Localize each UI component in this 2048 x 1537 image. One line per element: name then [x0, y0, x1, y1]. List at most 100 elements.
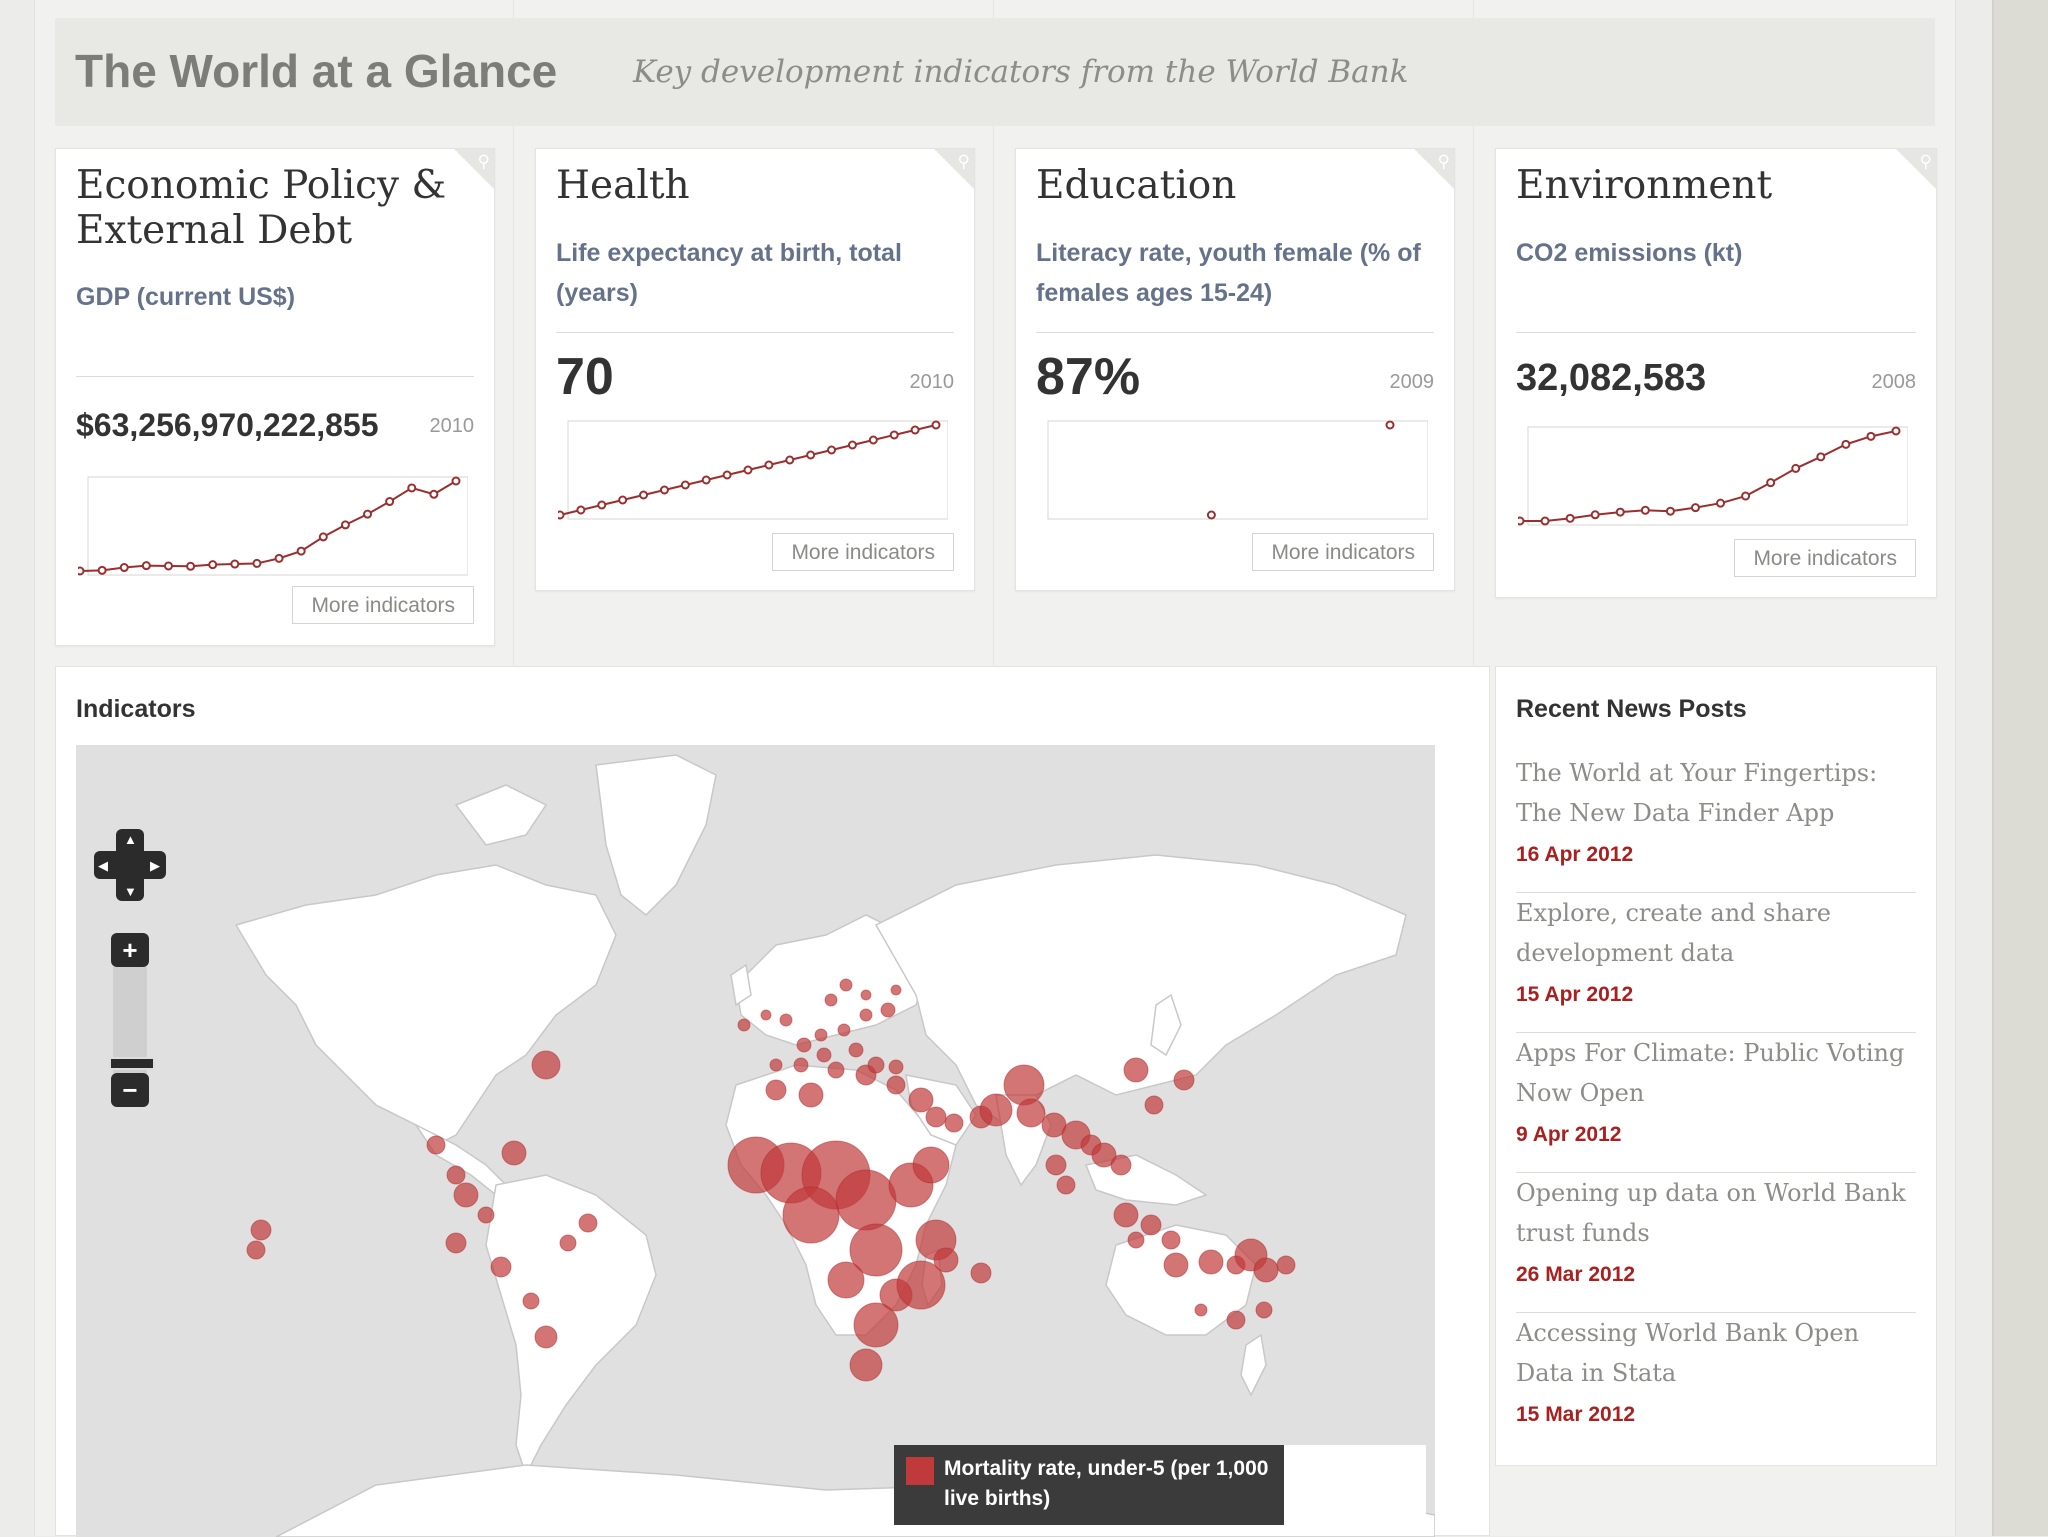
news-date: 16 Apr 2012	[1516, 843, 1634, 866]
mortality-bubble	[859, 1008, 873, 1022]
page-header: The World at a Glance Key development in…	[55, 18, 1935, 126]
news-title-link[interactable]: Accessing World Bank Open Data in Stata	[1516, 1319, 1860, 1387]
sparkline-point	[141, 561, 151, 571]
mortality-bubble	[835, 1169, 897, 1231]
page: The World at a Glance Key development in…	[34, 0, 1956, 1537]
magnifier-icon[interactable]: ⚲	[957, 152, 970, 171]
mortality-bubble	[760, 1009, 772, 1021]
mortality-bubble	[477, 1206, 495, 1224]
corner-tab[interactable]: ⚲	[934, 149, 974, 189]
sparkline-chart	[78, 476, 468, 576]
sparkline-point	[680, 480, 690, 490]
map-legend: Mortality rate, under-5 (per 1,000 live …	[894, 1445, 1284, 1525]
column-guide	[1473, 0, 1474, 665]
pan-right-icon[interactable]: ▶	[150, 858, 160, 873]
magnifier-icon[interactable]: ⚲	[1437, 152, 1450, 171]
mortality-bubble	[1123, 1057, 1149, 1083]
sparkline-point	[558, 510, 565, 520]
more-indicators-button[interactable]: More indicators	[1252, 533, 1434, 571]
mortality-bubble	[1016, 1098, 1046, 1128]
corner-tab[interactable]: ⚲	[1896, 149, 1936, 189]
news-title-link[interactable]: Opening up data on World Bank trust fund…	[1516, 1179, 1906, 1247]
more-indicators-button[interactable]: More indicators	[772, 533, 954, 571]
mortality-bubble	[837, 1023, 851, 1037]
landmass-south-america	[485, 1174, 657, 1477]
pan-horizontal-arm[interactable]	[94, 851, 166, 879]
map-canvas[interactable]	[76, 745, 1435, 1537]
mortality-bubble	[1194, 1303, 1208, 1317]
news-item[interactable]: The World at Your Fingertips: The New Da…	[1516, 753, 1916, 893]
magnifier-icon[interactable]: ⚲	[1919, 152, 1932, 171]
mortality-bubble	[501, 1140, 527, 1166]
mortality-bubble	[890, 984, 902, 996]
news-title-link[interactable]: The World at Your Fingertips: The New Da…	[1516, 759, 1878, 827]
mortality-bubble	[970, 1262, 992, 1284]
world-map[interactable]: ▲ ▼ ◀ ▶ + − Mortality rate, under-5 (per…	[76, 745, 1435, 1537]
indicator-year: 2009	[1389, 371, 1435, 393]
sparkline-point	[618, 495, 628, 505]
landmass-new-zealand	[1240, 1333, 1267, 1397]
indicator-link[interactable]: Life expectancy at birth, total (years)	[556, 239, 902, 307]
divider	[1036, 332, 1434, 333]
mortality-bubble	[769, 1058, 783, 1072]
pan-left-icon[interactable]: ◀	[98, 858, 108, 873]
indicators-panel: Indicators	[55, 666, 1490, 1537]
sparkline-point	[1665, 506, 1675, 516]
magnifier-icon[interactable]: ⚲	[477, 152, 490, 171]
sparkline-point	[743, 465, 753, 475]
sparkline-point	[806, 450, 816, 460]
mortality-bubble	[531, 1050, 561, 1080]
news-item[interactable]: Accessing World Bank Open Data in Stata …	[1516, 1313, 1916, 1453]
news-item[interactable]: Apps For Climate: Public Voting Now Open…	[1516, 1033, 1916, 1173]
mortality-bubble	[250, 1219, 272, 1241]
news-title-link[interactable]: Explore, create and share development da…	[1516, 899, 1831, 967]
divider	[1516, 332, 1916, 333]
zoom-slider-thumb[interactable]	[109, 1057, 155, 1070]
indicator-link[interactable]: CO2 emissions (kt)	[1516, 239, 1743, 267]
mortality-bubble	[1091, 1142, 1117, 1168]
sparkline-point	[1816, 452, 1826, 462]
pan-up-icon[interactable]: ▲	[124, 832, 137, 847]
land-masses	[234, 754, 1435, 1537]
sparkline-point	[785, 455, 795, 465]
sparkline-point	[722, 470, 732, 480]
zoom-in-button[interactable]: +	[111, 933, 149, 967]
indicator-value: 32,082,583	[1516, 357, 1707, 399]
landmass-uk	[730, 963, 752, 1007]
news-item[interactable]: Opening up data on World Bank trust fund…	[1516, 1173, 1916, 1313]
indicator-link[interactable]: GDP (current US$)	[76, 283, 296, 311]
sparkline-frame	[1047, 420, 1428, 520]
sparkline-point	[230, 559, 240, 569]
mortality-bubble	[839, 978, 853, 992]
landmass-europe	[735, 914, 927, 1046]
zoom-out-button[interactable]: −	[111, 1073, 149, 1107]
mortality-bubble	[1045, 1154, 1067, 1176]
sparkline-point	[186, 561, 196, 571]
mortality-bubble	[888, 1059, 904, 1075]
mortality-bubble	[246, 1240, 266, 1260]
card-title: Health	[556, 163, 690, 208]
pan-down-icon[interactable]: ▼	[124, 884, 137, 899]
mortality-bubble	[453, 1182, 479, 1208]
card-title: Economic Policy & External Debt	[76, 163, 447, 253]
mortality-bubble	[1276, 1255, 1296, 1275]
sparkline-point	[1716, 498, 1726, 508]
sparkline-point	[296, 546, 306, 556]
mortality-bubbles	[246, 978, 1296, 1478]
mortality-bubble	[908, 1087, 934, 1113]
corner-tab[interactable]: ⚲	[1414, 149, 1454, 189]
news-item[interactable]: Explore, create and share development da…	[1516, 893, 1916, 1033]
indicator-link[interactable]: Literacy rate, youth female (% of female…	[1036, 239, 1421, 307]
more-indicators-button[interactable]: More indicators	[1734, 539, 1916, 577]
landmass-arctic-islands	[454, 784, 548, 846]
mortality-bubble	[944, 1113, 964, 1133]
sparkline-point	[363, 509, 373, 519]
more-indicators-button[interactable]: More indicators	[292, 586, 474, 624]
pan-control[interactable]: ▲ ▼ ◀ ▶	[94, 829, 166, 901]
corner-tab[interactable]: ⚲	[454, 149, 494, 189]
sparkline-point	[163, 561, 173, 571]
mortality-bubble	[782, 1186, 840, 1244]
news-title-link[interactable]: Apps For Climate: Public Voting Now Open	[1516, 1039, 1905, 1107]
legend-label: Mortality rate, under-5 (per 1,000 live …	[944, 1457, 1269, 1510]
column-guide	[513, 0, 514, 665]
